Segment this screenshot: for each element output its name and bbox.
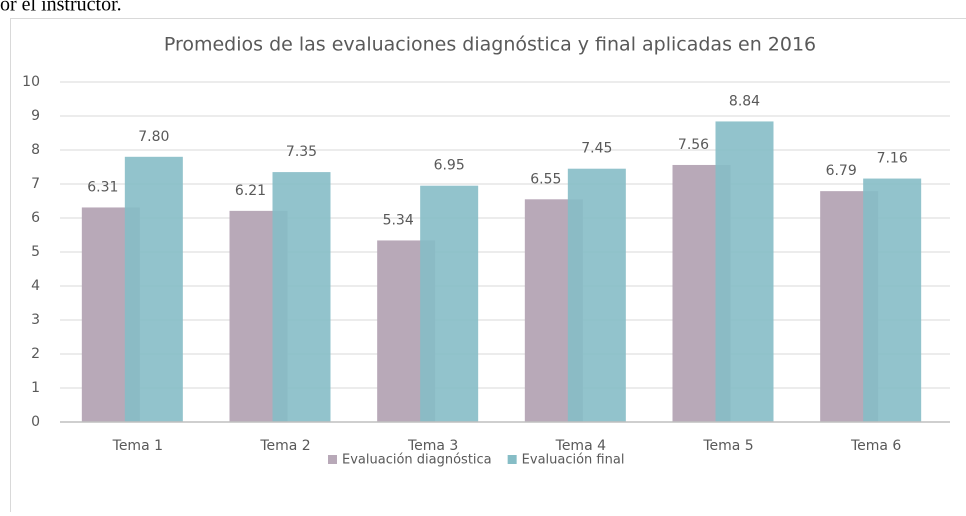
y-tick-label: 8	[31, 142, 40, 158]
x-tick-label: Tema 5	[702, 438, 753, 454]
data-label: 8.84	[729, 93, 760, 109]
y-tick-label: 5	[31, 244, 40, 260]
legend-swatch	[508, 455, 517, 464]
y-tick-label: 7	[31, 176, 40, 192]
bar	[273, 172, 331, 422]
y-tick-label: 0	[31, 414, 40, 430]
x-tick-label: Tema 2	[259, 438, 310, 454]
chart-title: Promedios de las evaluaciones diagnóstic…	[164, 34, 816, 56]
data-label: 6.31	[87, 179, 118, 195]
data-label: 5.34	[383, 212, 414, 228]
legend-label: Evaluación final	[522, 453, 625, 468]
legend-swatch	[328, 455, 337, 464]
page-text: or el instructor.	[0, 0, 122, 16]
y-tick-label: 1	[31, 380, 40, 396]
y-tick-label: 10	[22, 74, 40, 90]
x-tick-label: Tema 6	[850, 438, 901, 454]
data-label: 6.95	[434, 158, 465, 174]
x-tick-label: Tema 1	[112, 438, 163, 454]
data-label: 7.16	[877, 151, 908, 167]
data-label: 7.56	[678, 137, 709, 153]
y-tick-label: 9	[31, 108, 40, 124]
legend-label: Evaluación diagnóstica	[342, 453, 492, 468]
bar	[863, 179, 921, 422]
bar	[716, 121, 774, 422]
y-tick-label: 2	[31, 346, 40, 362]
bar	[420, 186, 478, 422]
data-label: 7.35	[286, 144, 317, 160]
data-label: 6.79	[826, 163, 857, 179]
y-tick-label: 3	[31, 312, 40, 328]
bar	[125, 157, 183, 422]
data-label: 6.21	[235, 183, 266, 199]
data-label: 7.80	[138, 129, 169, 145]
bar	[568, 169, 626, 422]
y-tick-label: 6	[31, 210, 40, 226]
data-label: 6.55	[530, 171, 561, 187]
y-tick-label: 4	[31, 278, 40, 294]
data-label: 7.45	[581, 141, 612, 157]
